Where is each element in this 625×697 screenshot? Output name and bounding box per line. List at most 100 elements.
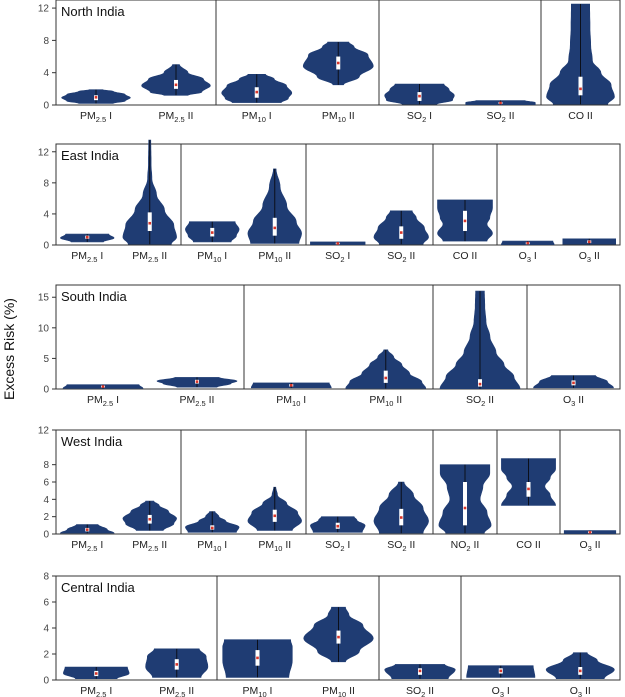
violin-median (499, 101, 502, 105)
category-label: SO2 II (486, 110, 514, 124)
region-title: North India (61, 4, 125, 19)
violin-median (175, 663, 179, 666)
category-label: O3 II (570, 685, 591, 697)
category-label: O3 I (519, 250, 537, 264)
violin-median (526, 241, 530, 245)
panel-frame (55, 284, 621, 390)
category-label: CO II (516, 539, 541, 551)
violin-median (499, 669, 503, 673)
category-label: PM2.5 II (159, 685, 194, 697)
violin-median (94, 96, 98, 99)
violin-median (399, 231, 403, 234)
violin-median (195, 380, 199, 383)
violin-median (588, 530, 592, 534)
region-title: South India (61, 289, 128, 304)
y-tick-label: 0 (43, 101, 49, 112)
y-tick-label: 8 (43, 460, 49, 471)
violin-box (147, 212, 152, 232)
panels-group: 0 4 8 12 North India PM2.5 I PM2.5 II PM10 I PM1… (38, 0, 621, 697)
y-tick-label: 8 (43, 178, 49, 189)
y-tick-label: 0 (43, 530, 49, 541)
category-label: PM2.5 I (87, 394, 119, 408)
violin-median (336, 61, 340, 65)
category-label: PM10 II (258, 539, 291, 553)
y-tick-label: 2 (43, 650, 49, 661)
y-tick-label: 4 (43, 624, 49, 635)
panel-frame (55, 0, 621, 106)
category-label: SO2 II (406, 685, 434, 697)
category-label: PM10 I (197, 250, 227, 264)
y-tick-label: 6 (43, 478, 49, 489)
violin-median (399, 516, 403, 519)
violin-median (463, 506, 467, 510)
violin-median (174, 83, 178, 87)
violin-median (463, 219, 467, 223)
y-tick-label: 4 (43, 495, 49, 506)
region-title: Central India (61, 580, 135, 595)
category-label: PM2.5 II (159, 110, 194, 124)
y-tick-label: 4 (43, 209, 49, 220)
category-label: PM2.5 I (71, 250, 103, 264)
category-label: SO2 I (325, 250, 350, 264)
violin-median (418, 94, 421, 98)
category-label: CO II (453, 250, 478, 262)
violin-median (384, 376, 388, 380)
y-tick-label: 6 (43, 598, 49, 609)
y-tick-label: 0 (43, 385, 49, 396)
violin-median (478, 382, 482, 386)
category-label: PM10 I (243, 685, 273, 697)
category-label: PM10 II (369, 394, 402, 408)
category-label: PM10 I (276, 394, 306, 408)
violin-median (210, 231, 214, 234)
violin-median (587, 240, 591, 244)
y-tick-label: 0 (43, 676, 49, 687)
violin-median (289, 384, 293, 387)
y-tick-label: 8 (43, 572, 49, 583)
violin-median (85, 528, 89, 531)
category-label: PM10 I (197, 539, 227, 553)
violin-box (578, 76, 583, 96)
violin-median (579, 87, 582, 91)
category-label: PM2.5 I (71, 539, 103, 553)
category-label: SO2 I (325, 539, 350, 553)
violin-median (255, 90, 259, 94)
y-tick-label: 5 (43, 354, 49, 365)
y-tick-label: 8 (43, 36, 49, 47)
category-label: PM10 II (258, 250, 291, 264)
panel-1: 0 4 8 12 East India PM2.5 I PM2.5 II PM10 I PM10… (38, 139, 621, 264)
category-label: PM10 I (242, 110, 272, 124)
region-title: West India (61, 434, 123, 449)
y-axis-label: Excess Risk (%) (1, 298, 17, 400)
y-tick-label: 12 (38, 4, 50, 15)
category-label: PM2.5 I (80, 685, 112, 697)
region-title: East India (61, 148, 120, 163)
violin-median (337, 635, 340, 639)
violin-median (527, 487, 530, 491)
violin-median (336, 524, 340, 528)
y-tick-label: 12 (38, 426, 50, 437)
violin-median (572, 381, 575, 385)
category-label: O3 II (579, 250, 600, 264)
category-label: PM2.5 II (132, 539, 167, 553)
category-label: SO2 I (407, 110, 432, 124)
category-label: SO2 II (466, 394, 494, 408)
category-label: PM2.5 II (180, 394, 215, 408)
panel-frame (55, 143, 621, 246)
panel-3: 0 2 4 6 8 12 West India PM2.5 I PM2.5 II PM10 I PM… (38, 426, 621, 553)
panel-4: 0 2 4 6 8 Central India PM2.5 I PM2.5 II PM10 I P… (43, 572, 621, 697)
category-label: O3 I (492, 685, 510, 697)
category-label: O3 II (579, 539, 600, 553)
y-tick-label: 4 (43, 68, 49, 79)
violin-median (85, 235, 89, 239)
violin-median (418, 669, 422, 673)
violin-median (210, 526, 214, 530)
violin-median (148, 221, 152, 225)
category-label: PM2.5 I (80, 110, 112, 124)
y-tick-label: 10 (38, 323, 50, 334)
y-tick-label: 0 (43, 241, 49, 252)
violin-median (273, 514, 277, 518)
category-label: O3 II (563, 394, 584, 408)
violin-median (336, 242, 340, 245)
category-label: NO2 II (451, 539, 480, 553)
